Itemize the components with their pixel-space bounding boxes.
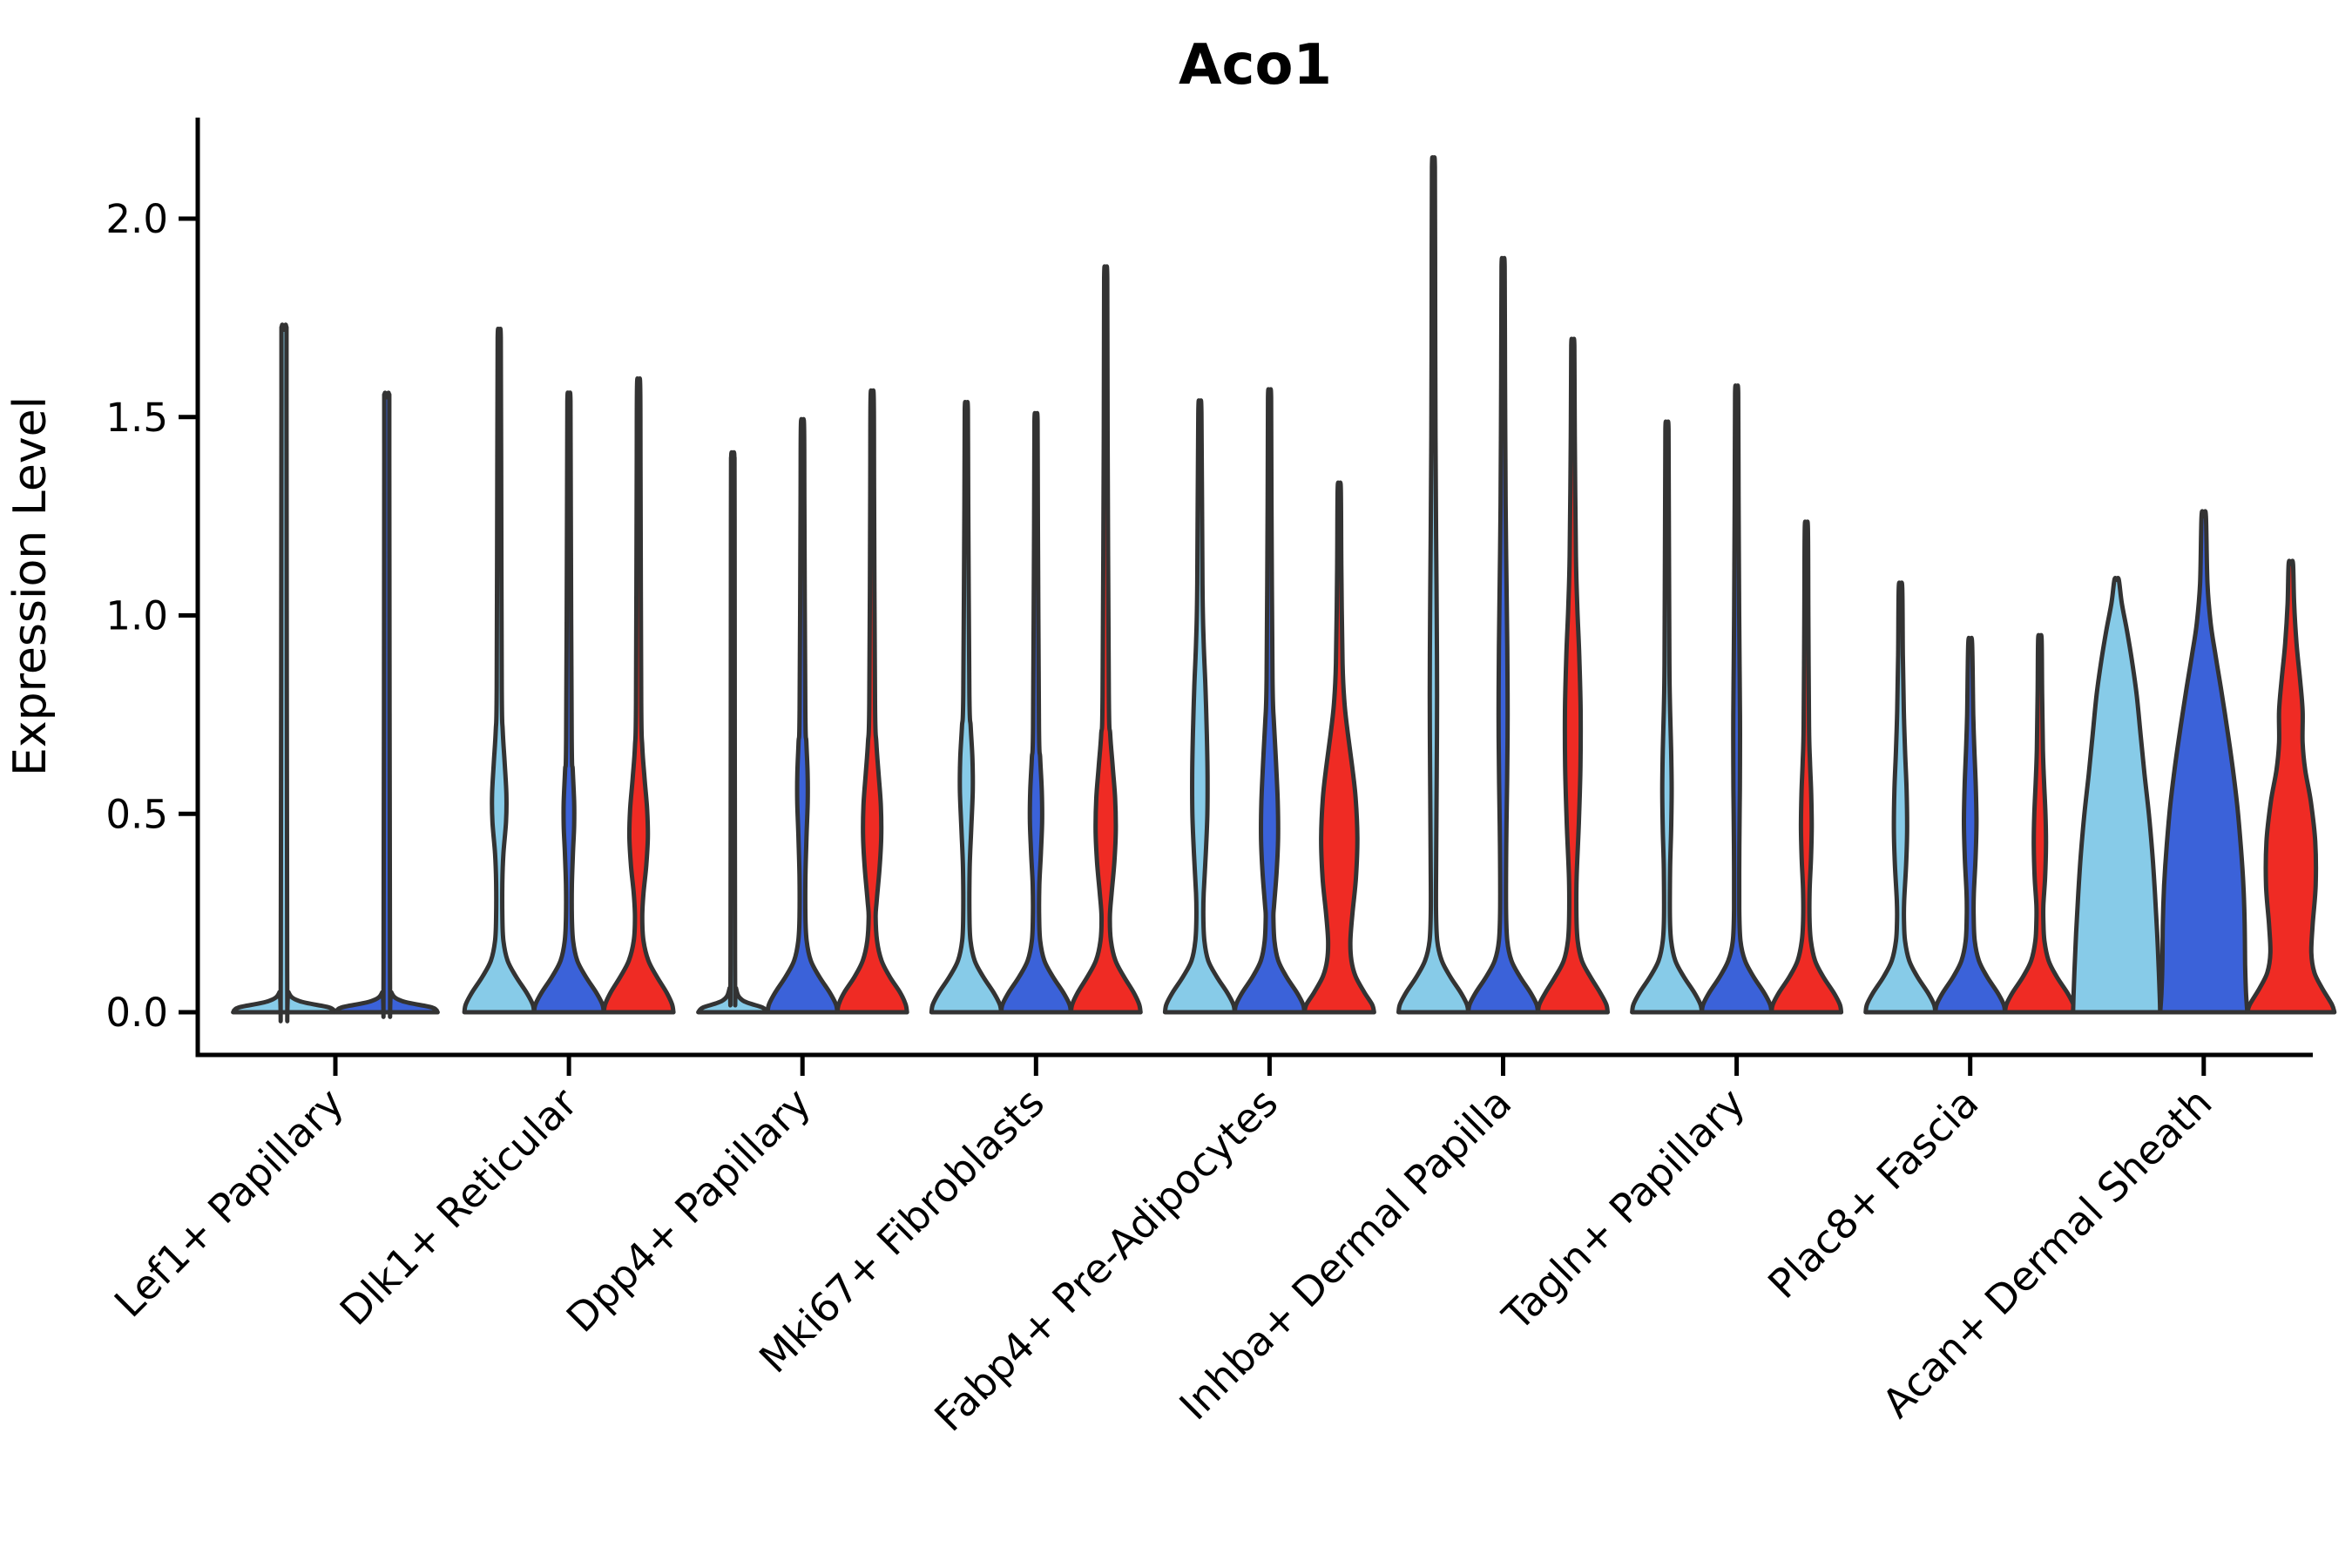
violin-blue: [2158, 509, 2250, 1015]
plot-title: Aco1: [1179, 33, 1332, 98]
violin-red: [601, 376, 676, 1015]
x-tick-label: Dpp4+ Papillary: [558, 1079, 820, 1342]
violin-group-dlk1-reticular: [462, 327, 676, 1015]
violin-blue: [765, 416, 840, 1015]
violin-blue: [998, 410, 1073, 1015]
violin-group-plac8-fascia: [1863, 580, 2078, 1015]
y-tick-label: 1.5: [105, 395, 168, 441]
violin-lightblue: [462, 327, 537, 1015]
y-tick-label: 2.0: [105, 196, 168, 242]
violin-group-mki67-fibroblasts: [929, 264, 1143, 1015]
axis-spines: [195, 118, 2313, 1058]
violin-lightblue: [696, 449, 770, 1015]
violin-blue: [1466, 255, 1540, 1015]
y-axis-label: Expression Level: [4, 396, 57, 776]
violin-group-tagln-papillary: [1630, 383, 1844, 1015]
violin-blue: [1700, 383, 1774, 1015]
x-tick-label: Tagln+ Papillary: [1493, 1079, 1754, 1341]
x-tick-label: Dlk1+ Reticular: [331, 1079, 586, 1335]
violin-blue: [531, 390, 606, 1015]
violin-blue: [334, 390, 440, 1019]
violin-red: [2245, 558, 2337, 1015]
violin-lightblue: [1162, 398, 1237, 1015]
violin-red: [835, 388, 909, 1015]
violin-blue: [1933, 635, 2008, 1015]
x-tick-label: Lef1+ Papillary: [105, 1079, 353, 1327]
axes-layer: [179, 118, 2313, 1076]
violin-lightblue: [1863, 580, 1938, 1015]
violin-blue: [1232, 387, 1307, 1015]
violin-group-dpp4-papillary: [696, 388, 909, 1015]
violin-lightblue: [2071, 575, 2163, 1015]
violin-red: [2003, 632, 2078, 1015]
violin-red: [1301, 480, 1376, 1015]
violin-group-lef1-papillary: [231, 322, 440, 1024]
y-tick-label: 0.0: [105, 990, 168, 1036]
violin-group-inhba-dermal-papilla: [1396, 155, 1610, 1015]
violin-red: [1536, 336, 1610, 1015]
violin-lightblue: [1630, 419, 1705, 1015]
x-tick-label: Plac8+ Fascia: [1759, 1079, 1987, 1308]
y-tick-label: 1.0: [105, 593, 168, 639]
violin-lightblue: [1396, 155, 1470, 1015]
violin-group-fabp4-pre-adipocytes: [1162, 387, 1376, 1015]
y-tick-label: 0.5: [105, 791, 168, 837]
violin-red: [1068, 264, 1143, 1015]
violin-lightblue: [929, 400, 1004, 1015]
violin-red: [1769, 519, 1844, 1015]
violin-group-acan-dermal-sheath: [2071, 509, 2337, 1015]
violin-lightblue: [231, 322, 337, 1024]
violins-layer: [231, 155, 2337, 1024]
